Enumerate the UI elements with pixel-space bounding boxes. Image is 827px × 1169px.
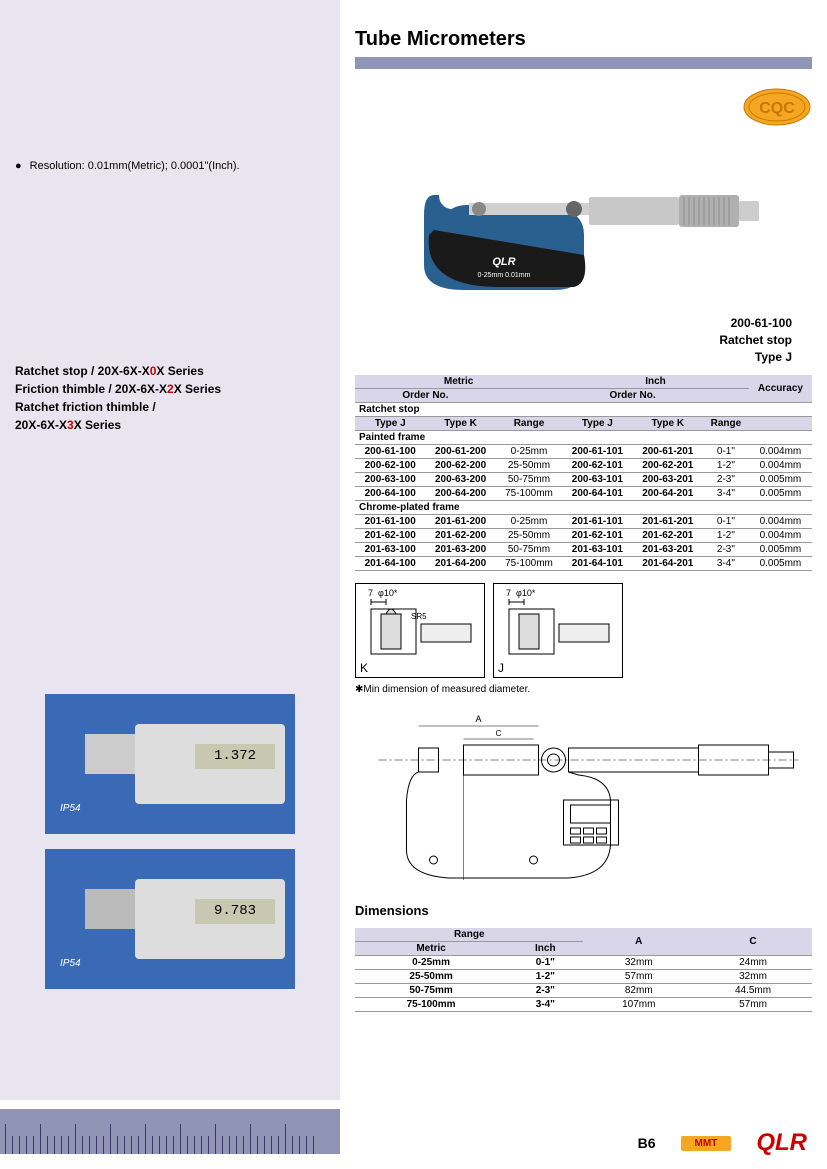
page-title: Tube Micrometers — [355, 28, 812, 51]
svg-text:SR5: SR5 — [411, 612, 427, 621]
ip54-label: IP54 — [60, 803, 81, 814]
product-photo-2: 9.783 IP54 — [45, 849, 295, 989]
technical-drawing: A C — [355, 710, 812, 890]
table-row: 201-64-100201-64-20075-100mm201-64-10120… — [355, 557, 812, 571]
table-row: 200-62-100200-62-20025-50mm200-62-101200… — [355, 459, 812, 473]
table-row: 50-75mm2-3"82mm44.5mm — [355, 984, 812, 998]
table-row: 0-25mm0-1"32mm24mm — [355, 956, 812, 970]
title-bar — [355, 57, 812, 69]
diagram-j: 7 φ10* J — [493, 583, 623, 678]
table-row: 201-63-100201-63-20050-75mm201-63-101201… — [355, 543, 812, 557]
svg-text:QLR: QLR — [492, 256, 515, 268]
qlr-logo: QLR — [756, 1129, 807, 1157]
svg-text:A: A — [475, 714, 481, 724]
page-footer: B6 MMT QLR — [0, 1109, 827, 1169]
table-row: 200-61-100200-61-2000-25mm200-61-101200-… — [355, 445, 812, 459]
spec-table: Metric Inch Accuracy Order No. Order No.… — [355, 375, 812, 571]
anvil-diagrams: 7 φ10* SR5 K 7 φ10* J — [355, 583, 812, 678]
ip54-label: IP54 — [60, 958, 81, 969]
product-photo-1: 1.372 IP54 — [45, 694, 295, 834]
ruler-graphic — [0, 1109, 340, 1154]
diagram-note: Min dimension of measured diameter. — [355, 684, 812, 695]
svg-text:CQC: CQC — [759, 100, 795, 117]
lcd-reading-2: 9.783 — [195, 899, 275, 924]
product-label: 200-61-100 Ratchet stop Type J — [355, 315, 792, 365]
micrometer-image: QLR 0-25mm 0.01mm — [394, 155, 774, 305]
series-list: Ratchet stop / 20X-6X-X0X Series Frictio… — [15, 362, 325, 434]
lcd-reading-1: 1.372 — [195, 744, 275, 769]
table-row: 25-50mm1-2"57mm32mm — [355, 970, 812, 984]
page-number: B6 — [638, 1135, 656, 1151]
table-row: 201-61-100201-61-2000-25mm201-61-101201-… — [355, 515, 812, 529]
svg-text:C: C — [496, 729, 502, 738]
dimensions-title: Dimensions — [355, 903, 812, 918]
table-row: 75-100mm3-4"107mm57mm — [355, 998, 812, 1012]
right-column: Tube Micrometers CQC QLR 0-25mm 0.01mm — [340, 0, 827, 1100]
table-row: 200-63-100200-63-20050-75mm200-63-101200… — [355, 473, 812, 487]
diagram-k: 7 φ10* SR5 K — [355, 583, 485, 678]
svg-text:0-25mm 0.01mm: 0-25mm 0.01mm — [477, 272, 530, 279]
mmt-badge: MMT — [681, 1136, 732, 1151]
table-row: 200-64-100200-64-20075-100mm200-64-10120… — [355, 487, 812, 501]
left-column: Resolution: 0.01mm(Metric); 0.0001"(Inch… — [0, 0, 340, 1100]
dimensions-table: Range A C Metric Inch 0-25mm0-1"32mm24mm… — [355, 928, 812, 1012]
cqc-badge-icon: CQC — [742, 87, 812, 127]
resolution-bullet: Resolution: 0.01mm(Metric); 0.0001"(Inch… — [15, 160, 325, 172]
table-row: 201-62-100201-62-20025-50mm201-62-101201… — [355, 529, 812, 543]
